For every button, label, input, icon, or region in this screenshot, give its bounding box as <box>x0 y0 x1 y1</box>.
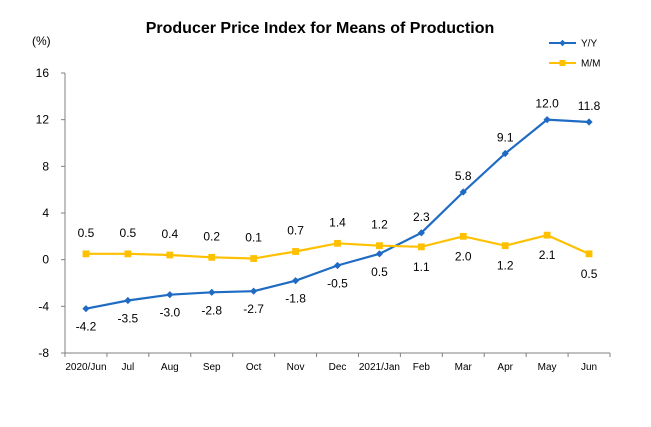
data-point <box>82 250 90 258</box>
data-label: 5.8 <box>455 169 472 183</box>
y-tick-label: 12 <box>36 113 50 127</box>
series-mm: 0.5 0.5 0.4 0.2 0.1 0.7 1.4 1.2 1.1 2.0 1.2 2.1 0.5 <box>78 215 598 281</box>
data-label: -0.5 <box>327 277 348 291</box>
y-tick-label: 0 <box>42 253 49 267</box>
x-tick-label: Aug <box>161 362 179 373</box>
y-tick-label: 4 <box>42 206 49 220</box>
legend: Y/Y M/M <box>549 39 600 70</box>
data-label: 2.0 <box>455 249 472 263</box>
x-tick-label: 2021/Jan <box>359 362 400 373</box>
x-tick-label: Feb <box>413 362 431 373</box>
data-point <box>585 118 593 126</box>
data-point <box>291 277 300 285</box>
data-point <box>585 250 593 258</box>
y-tick-label: -8 <box>38 346 49 360</box>
series-yy: -4.2 -3.5 -3.0 -2.8 -2.7 -1.8 -0.5 0.5 2.3 5.8 9.1… <box>76 97 601 334</box>
chart-title: Producer Price Index for Means of Produc… <box>146 20 495 37</box>
data-label: 1.2 <box>371 218 388 232</box>
legend-swatch-marker <box>559 60 566 66</box>
data-label: 12.0 <box>535 97 559 111</box>
data-label: 0.5 <box>371 265 388 279</box>
data-point <box>376 242 383 250</box>
axes: -8 -4 0 4 8 12 16 2020/Jun Jul Aug Sep Oct Nov Dec 202… <box>36 66 611 373</box>
data-point <box>501 149 509 158</box>
data-label: 0.1 <box>245 231 262 245</box>
data-label: -2.7 <box>243 302 264 316</box>
data-label: 0.4 <box>161 227 178 241</box>
data-point <box>82 305 90 313</box>
x-tick-label: May <box>538 362 557 373</box>
legend-label: M/M <box>581 59 600 70</box>
data-label: -3.0 <box>159 306 180 320</box>
data-label: 0.5 <box>78 226 95 240</box>
y-axis-label: (%) <box>32 34 51 48</box>
data-label: 0.7 <box>287 224 304 238</box>
data-label: -1.8 <box>285 292 306 306</box>
data-point <box>166 291 174 299</box>
data-label: 0.2 <box>203 229 220 243</box>
legend-swatch-marker <box>559 39 566 47</box>
y-tick-label: -4 <box>38 299 49 313</box>
x-tick-label: Jun <box>581 362 597 373</box>
data-label: -4.2 <box>76 320 97 334</box>
y-tick-label: 16 <box>36 66 50 80</box>
data-label: 2.3 <box>413 210 430 224</box>
data-point <box>208 288 216 296</box>
x-tick-label: 2020/Jun <box>65 362 106 373</box>
legend-label: Y/Y <box>581 39 597 50</box>
data-label: 2.1 <box>539 248 556 262</box>
data-label: 0.5 <box>120 226 137 240</box>
data-point <box>459 188 467 196</box>
data-point <box>333 261 342 270</box>
data-label: 1.1 <box>413 260 430 274</box>
x-tick-label: Jul <box>121 362 134 373</box>
x-tick-label: Mar <box>455 362 473 373</box>
x-tick-label: Apr <box>497 362 513 373</box>
data-point <box>292 248 299 255</box>
data-point <box>501 242 509 250</box>
data-label: 1.2 <box>497 259 514 273</box>
data-point <box>417 229 425 237</box>
data-label: 9.1 <box>497 131 514 145</box>
x-tick-label: Dec <box>329 362 347 373</box>
data-label: 11.8 <box>578 99 601 113</box>
data-point <box>417 243 425 251</box>
series-layer: -4.2 -3.5 -3.0 -2.8 -2.7 -1.8 -0.5 0.5 2.3 5.8 9.1… <box>76 97 601 334</box>
x-tick-label: Nov <box>287 362 305 373</box>
data-point <box>459 232 467 240</box>
data-point <box>166 251 174 259</box>
data-label: -3.5 <box>118 312 139 326</box>
data-label: 1.4 <box>329 215 346 229</box>
data-point <box>375 250 384 258</box>
y-tick-label: 8 <box>42 159 49 173</box>
data-point <box>543 231 551 239</box>
data-point <box>124 250 132 258</box>
x-tick-label: Oct <box>246 362 262 373</box>
data-label: -2.8 <box>201 303 222 317</box>
data-point <box>543 116 551 124</box>
data-point <box>334 239 341 247</box>
data-point <box>250 255 258 262</box>
data-label: 0.5 <box>581 267 598 281</box>
data-point <box>124 296 132 305</box>
data-point <box>208 253 216 261</box>
data-point <box>250 287 258 295</box>
x-tick-label: Sep <box>203 362 221 373</box>
